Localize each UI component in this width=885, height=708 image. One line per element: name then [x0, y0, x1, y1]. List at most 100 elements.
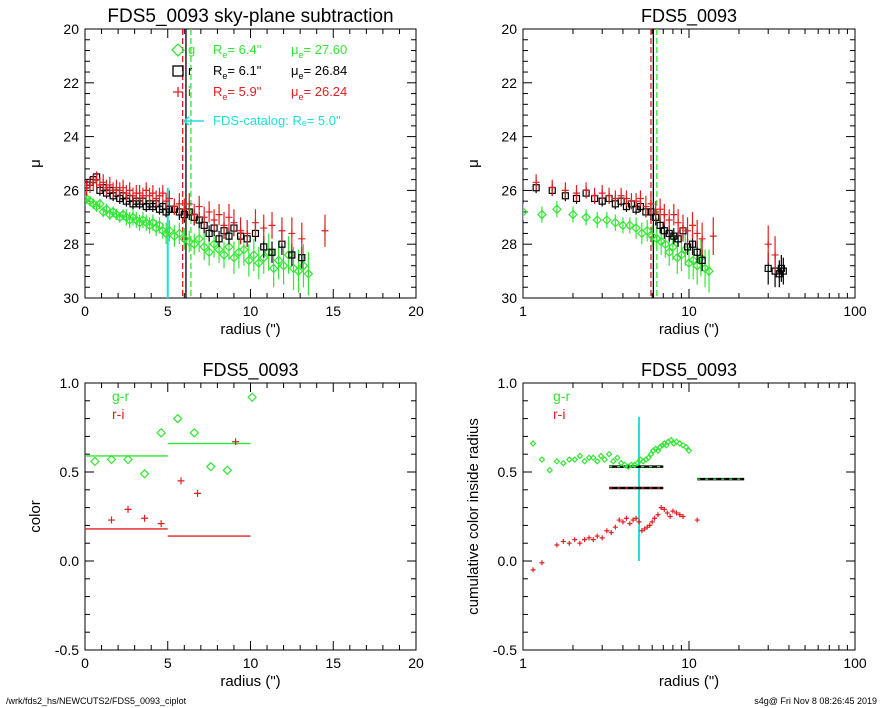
- g-point: [523, 207, 528, 217]
- r-i-point: [604, 528, 610, 534]
- r-i-point: [554, 542, 560, 548]
- y-tick-label: 24: [501, 129, 517, 145]
- g-point: [273, 255, 284, 266]
- g-r-point: [106, 454, 117, 465]
- g-r-point: [682, 443, 690, 451]
- legend-g-r: g-r: [553, 388, 570, 404]
- g-point: [164, 225, 175, 236]
- g-point: [224, 242, 234, 252]
- g-point: [293, 266, 304, 276]
- g-point: [124, 215, 135, 225]
- y-tick-label: 26: [501, 182, 517, 198]
- g-point: [298, 260, 309, 271]
- plot-area: [523, 29, 787, 298]
- g-point: [668, 242, 678, 252]
- g-point: [568, 209, 578, 220]
- i-point: [679, 224, 687, 232]
- r-i-point: [577, 540, 583, 546]
- g-point: [219, 250, 229, 260]
- x-tick-label: 0: [81, 655, 89, 671]
- r-i-point: [652, 515, 658, 521]
- g-point: [303, 268, 314, 279]
- g-point: [537, 209, 547, 220]
- r-point: [205, 229, 213, 238]
- g-r-point: [685, 447, 693, 454]
- i-point: [548, 184, 556, 192]
- r-i-point: [141, 514, 149, 522]
- legend-re-value: 6.1": [239, 63, 262, 78]
- legend-re: Re= 5.9": [213, 84, 262, 102]
- g-point: [268, 263, 279, 274]
- r-i-point: [670, 508, 676, 514]
- g-r-point: [650, 447, 657, 454]
- g-r-point: [172, 413, 183, 424]
- i-point: [288, 229, 296, 237]
- i-point: [190, 211, 198, 219]
- legend-re-value: 5.9": [239, 84, 262, 99]
- r-i-point: [124, 505, 132, 513]
- r-i-point: [680, 514, 686, 519]
- x-tick-label: 5: [164, 655, 172, 671]
- r-i-point: [636, 519, 642, 525]
- g-r-point: [90, 456, 100, 467]
- i-point: [93, 176, 101, 184]
- r-i-point: [677, 512, 683, 518]
- i-point: [656, 205, 664, 213]
- r-i-point: [586, 535, 592, 541]
- r-i-point: [616, 517, 622, 523]
- g-r-point: [597, 452, 605, 460]
- g-r-point: [553, 457, 561, 465]
- plot-area: [85, 29, 329, 298]
- i-point: [215, 211, 223, 219]
- plot-area: [85, 392, 258, 537]
- g-r-point: [667, 436, 675, 444]
- g-point: [229, 252, 239, 263]
- y-tick-label: 0.0: [498, 553, 518, 569]
- g-r-point: [621, 461, 629, 469]
- g-point: [114, 212, 125, 223]
- g-point: [552, 204, 562, 215]
- g-r-point: [673, 438, 680, 446]
- catalog-arrow-icon: [183, 116, 204, 126]
- i-point: [698, 235, 706, 243]
- g-r-point: [593, 457, 601, 465]
- g-r-point: [589, 454, 597, 462]
- i-point: [617, 192, 625, 200]
- x-tick-label: 20: [408, 655, 424, 671]
- g-point: [602, 215, 612, 225]
- g-point: [179, 233, 190, 244]
- r-i-point: [673, 510, 679, 516]
- i-point: [230, 219, 238, 227]
- g-point: [194, 233, 205, 244]
- x-tick-label: 10: [681, 655, 697, 671]
- g-r-point: [559, 459, 567, 467]
- r-i-point: [566, 540, 572, 546]
- g-point: [189, 239, 200, 250]
- i-point: [660, 211, 668, 219]
- r-point: [268, 248, 276, 256]
- g-r-point: [656, 443, 664, 451]
- r-i-point: [582, 537, 588, 543]
- i-point: [220, 221, 228, 229]
- legend-marker-i: [173, 87, 183, 97]
- r-i-point: [667, 514, 673, 519]
- x-tick-label: 10: [243, 303, 259, 319]
- y-tick-label: 30: [501, 290, 517, 306]
- i-point: [674, 219, 682, 227]
- g-point: [688, 255, 699, 266]
- i-point: [684, 227, 692, 235]
- i-point: [251, 219, 259, 227]
- r-point: [260, 243, 268, 251]
- i-point: [243, 229, 251, 237]
- catalog-label: FDS-catalog: Rₑ= 5.0": [213, 113, 341, 128]
- legend-marker-g: [171, 43, 185, 57]
- i-point: [210, 216, 218, 224]
- r-i-point: [630, 517, 636, 523]
- g-r-point: [156, 427, 166, 438]
- r-i-point: [647, 522, 653, 528]
- r-i-point: [694, 517, 700, 523]
- g-point: [642, 225, 653, 236]
- panel-p2: FDS5_0093 1 10 100 20 22 24 26 28 30 radius (") μ: [465, 6, 867, 338]
- g-r-point: [571, 456, 579, 463]
